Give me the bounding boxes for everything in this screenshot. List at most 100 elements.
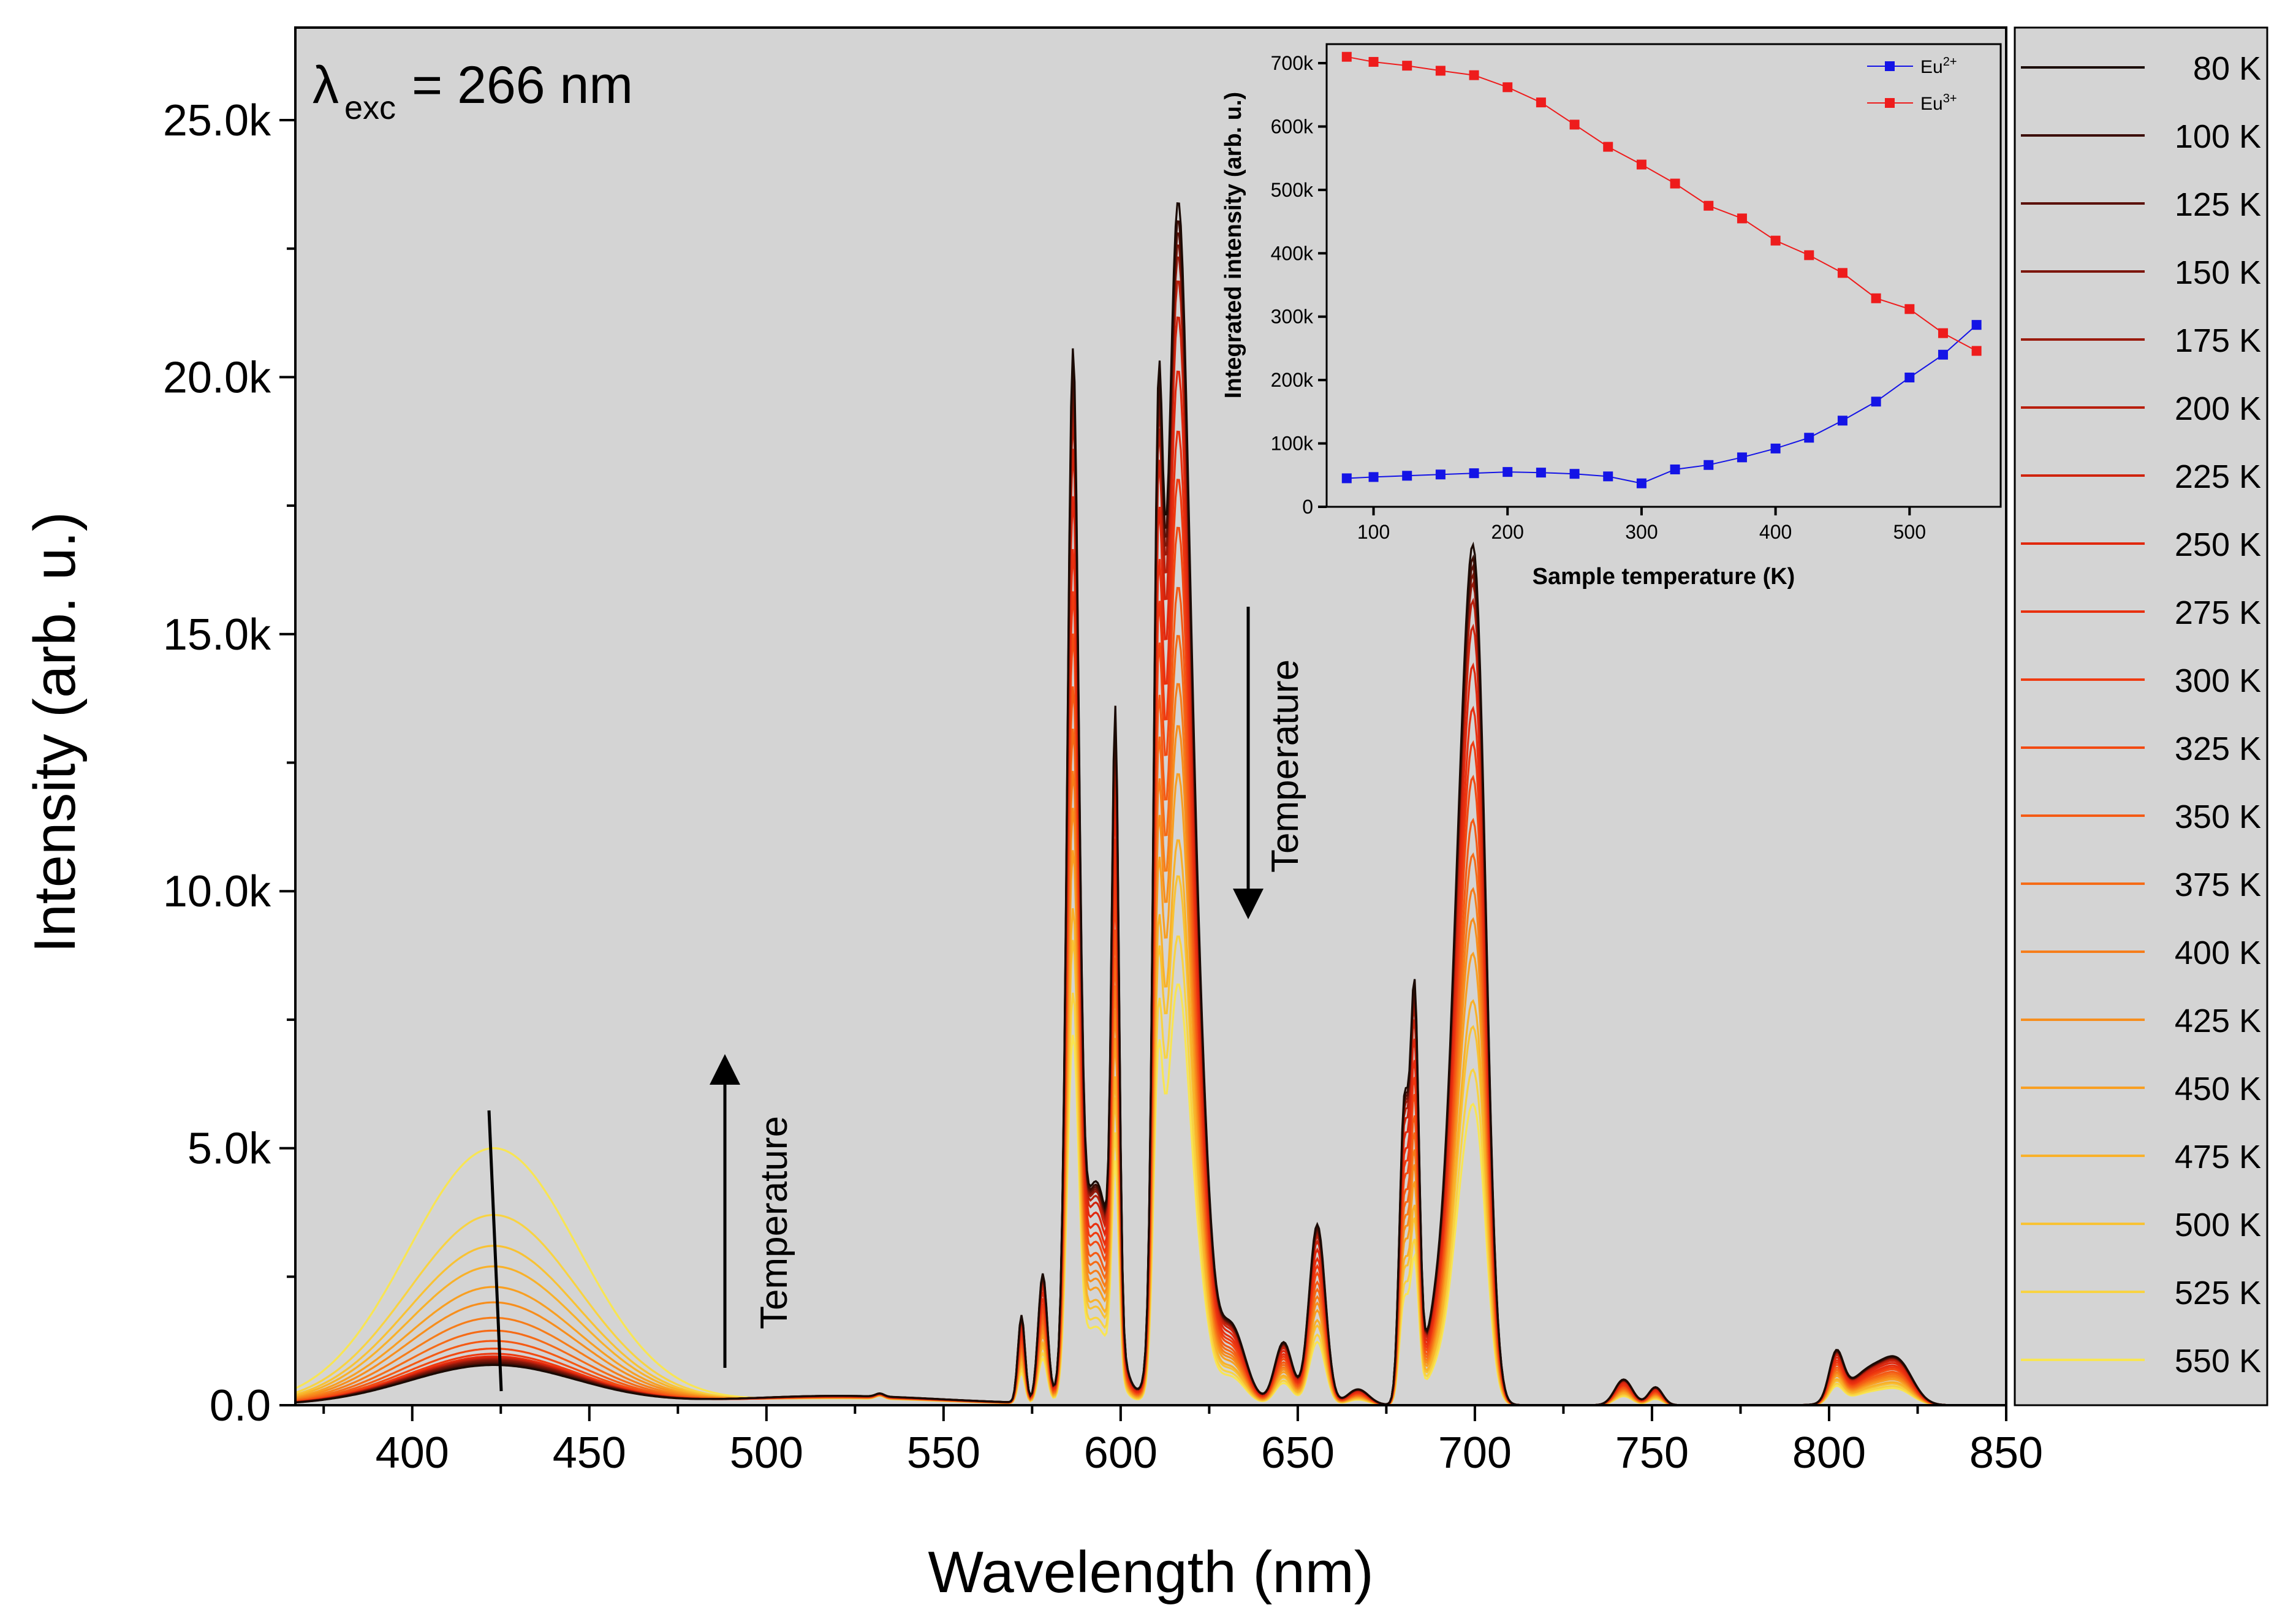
inset-y-axis-label: Integrated intensity (arb. u.): [1221, 92, 1246, 398]
eu3-point: [1469, 70, 1479, 80]
eu3-point: [1938, 328, 1948, 338]
eu3-point: [1502, 82, 1513, 93]
inset-background: [1327, 44, 2001, 507]
eu2-point: [1569, 469, 1580, 479]
y-axis-label: Intensity (arb. u.): [22, 512, 88, 953]
eu2-point: [1603, 471, 1613, 482]
eu3-point: [1804, 250, 1814, 260]
eu3-point: [1341, 51, 1352, 62]
inset-x-tick-label: 300: [1625, 521, 1658, 543]
eu2-point: [1636, 478, 1646, 488]
legend-label: 275 K: [2175, 594, 2261, 631]
main-plot-frame: [294, 26, 2007, 1406]
y-tick-label: 15.0k: [163, 610, 271, 659]
eu2-point: [1469, 468, 1479, 479]
eu2-series-line: [1346, 324, 1977, 484]
legend-background: [2014, 26, 2268, 1406]
temperature-label-up: Temperature: [753, 1116, 795, 1329]
inset-y-tick-label: 300k: [1271, 306, 1314, 328]
eu3-point: [1904, 304, 1915, 314]
inset-chart: 100 200 300 400 500 0 100k 200k 300k 400k 500k 600k…: [1221, 43, 2002, 590]
inset-legend-marker: [1885, 98, 1895, 108]
inset-legend-marker: [1885, 61, 1895, 71]
inset-legend-label: Eu3+: [1920, 92, 1957, 114]
eu3-point: [1871, 293, 1881, 303]
legend-label: 250 K: [2175, 526, 2261, 563]
x-tick-label: 400: [376, 1429, 449, 1478]
excitation-annotation: λ exc = 266 nm: [313, 56, 633, 126]
inset-y-tick-label: 100k: [1271, 433, 1314, 455]
legend-label: 375 K: [2175, 867, 2261, 903]
x-tick-label: 800: [1792, 1429, 1866, 1478]
x-tick-label: 750: [1615, 1429, 1689, 1478]
eu3-point: [1435, 66, 1446, 76]
eu2-point: [1971, 320, 1982, 330]
legend-label: 450 K: [2175, 1071, 2261, 1107]
temperature-label-down: Temperature: [1264, 659, 1306, 873]
x-tick-label: 450: [553, 1429, 626, 1478]
peak-drift-line: [487, 1110, 503, 1392]
x-axis-label: Wavelength (nm): [928, 1539, 1373, 1605]
eu2-point: [1871, 397, 1881, 407]
legend-label: 150 K: [2175, 254, 2261, 291]
main-axis-ticks: [279, 118, 2007, 1421]
inset-y-tick-label: 700k: [1271, 52, 1314, 74]
eu2-point: [1904, 373, 1915, 383]
legend-label: 80 K: [2193, 50, 2261, 87]
x-tick-label: 550: [907, 1429, 980, 1478]
legend-label: 475 K: [2175, 1139, 2261, 1175]
eu3-point: [1770, 235, 1781, 246]
legend-label: 425 K: [2175, 1003, 2261, 1039]
legend-label: 200 K: [2175, 390, 2261, 427]
legend-label: 100 K: [2175, 118, 2261, 155]
eu2-point: [1737, 452, 1747, 463]
legend-label: 225 K: [2175, 458, 2261, 495]
x-tick-label: 500: [730, 1429, 803, 1478]
legend-label: 550 K: [2175, 1343, 2261, 1379]
eu2-point: [1804, 433, 1814, 443]
inset-axis-ticks: 100 200 300 400 500 0 100k 200k 300k 400k 500k 600k…: [1271, 52, 1926, 543]
inset-x-tick-label: 100: [1357, 521, 1390, 543]
legend-label: 175 K: [2175, 322, 2261, 359]
x-tick-label: 650: [1261, 1429, 1335, 1478]
eu3-point: [1670, 178, 1680, 189]
lambda-symbol: λ: [313, 56, 339, 115]
inset-x-tick-label: 200: [1491, 521, 1524, 543]
inset-x-axis-label: Sample temperature (K): [1533, 564, 1795, 590]
legend-items: 80 K 100 K 125 K 150 K 175 K 200 K 225 K 250 K 2…: [2021, 50, 2261, 1379]
eu2-point: [1703, 460, 1714, 470]
legend-label: 500 K: [2175, 1207, 2261, 1243]
y-tick-label: 20.0k: [163, 353, 271, 402]
inset-y-tick-label: 200k: [1271, 369, 1314, 391]
y-tick-label: 10.0k: [163, 867, 271, 916]
legend-label: 325 K: [2175, 730, 2261, 767]
legend-label: 350 K: [2175, 799, 2261, 835]
eu3-point: [1569, 120, 1580, 130]
legend-label: 400 K: [2175, 935, 2261, 971]
eu3-point: [1603, 142, 1613, 152]
inset-y-tick-label: 600k: [1271, 115, 1314, 137]
eu2-point: [1536, 468, 1546, 478]
eu2-point: [1435, 469, 1446, 480]
eu2-point: [1341, 473, 1352, 484]
eu2-point: [1837, 415, 1847, 426]
eu2-point: [1368, 472, 1379, 482]
excitation-value: = 266 nm: [412, 56, 633, 115]
legend-label: 525 K: [2175, 1275, 2261, 1311]
inset-frame: [1325, 43, 2002, 508]
eu3-point: [1402, 61, 1412, 71]
main-tick-labels: 400 450 500 550 600 650 700 750 800 850 0.0 5.0k 10.…: [163, 96, 2043, 1478]
eu3-series-line: [1346, 56, 1977, 352]
eu3-point: [1737, 213, 1747, 224]
eu2-point: [1670, 464, 1680, 474]
y-tick-label: 5.0k: [188, 1125, 271, 1174]
y-tick-label: 0.0: [210, 1381, 271, 1430]
inset-y-tick-label: 500k: [1271, 179, 1314, 201]
legend: 80 K 100 K 125 K 150 K 175 K 200 K 225 K 250 K 2…: [2014, 26, 2268, 1406]
eu3-point: [1837, 268, 1847, 278]
eu2-point: [1938, 349, 1948, 360]
inset-series-group: [1341, 51, 1982, 488]
inset-y-tick-label: 0: [1302, 496, 1313, 518]
eu3-point: [1971, 346, 1982, 356]
